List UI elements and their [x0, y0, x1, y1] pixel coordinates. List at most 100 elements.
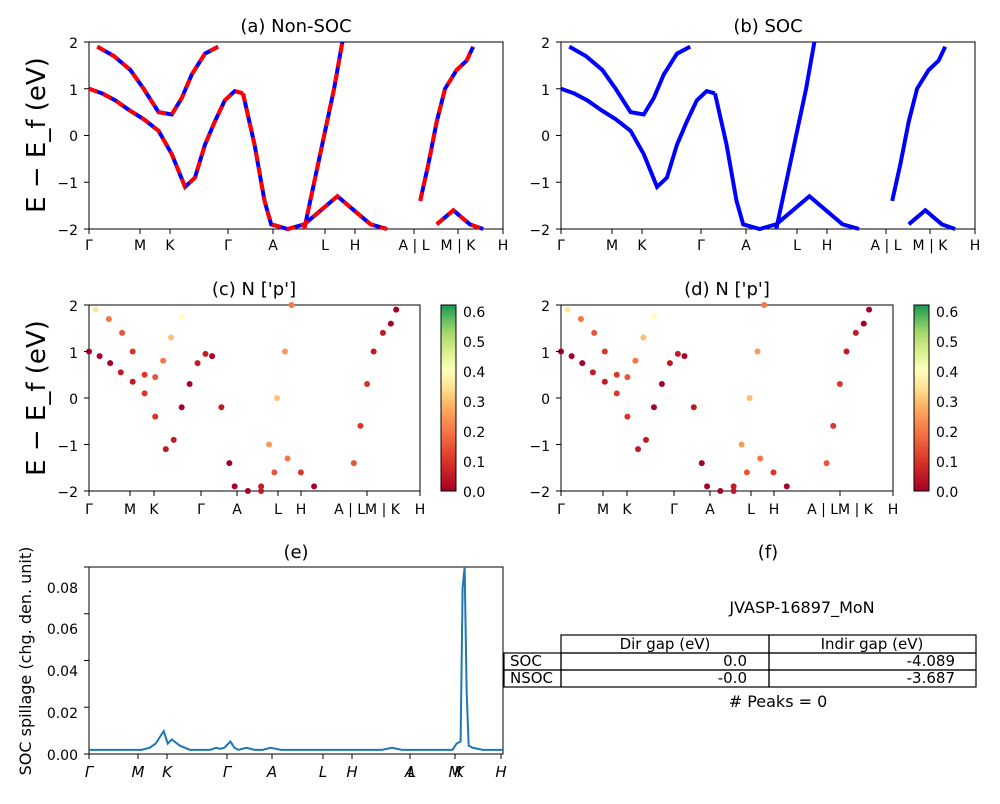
panel-c-ytick-m2: −2: [57, 485, 78, 501]
panel-c-point-2: [107, 360, 114, 367]
panel-a-yticks: 2 1 0 −1 −2: [57, 36, 78, 239]
panel-d-xtick-h: H: [769, 502, 780, 518]
panel-c-xtick-k: K: [149, 502, 159, 518]
panel-a-bands: [84, 41, 504, 234]
panel-b-ytick-m2: −2: [529, 223, 550, 239]
panel-d-point-8: [642, 436, 649, 443]
panel-d-xtick-a: A: [705, 502, 715, 518]
panel-d-ytick-2: 2: [541, 299, 550, 315]
panel-b-xtick-h: H: [822, 238, 833, 254]
panel-d-colorbar: [913, 304, 930, 492]
panel-e-xtick-k: K: [162, 763, 173, 781]
panel-d-point-4: [601, 378, 608, 385]
panel-f-title: JVASP-16897_MoN: [728, 598, 874, 618]
panel-a-xtick-al: A | L: [399, 238, 430, 254]
panel-d-xtick-h2: H: [888, 502, 899, 518]
panel-d-point-37: [823, 460, 830, 467]
panel-c-point-1: [96, 353, 103, 360]
panel-a-ytick-0: 0: [69, 129, 78, 145]
panel-c-ylabel: E − E_f (eV): [22, 320, 52, 476]
panel-e-title: (e): [283, 542, 308, 563]
panel-a-band-10: [418, 45, 476, 202]
panel-e-ytick-002: 0.02: [47, 706, 78, 722]
panel-c-point-42: [387, 320, 394, 327]
panel-c-cb-03: 0.3: [463, 395, 485, 411]
panel-f-label: (f): [758, 542, 778, 563]
panel-c-point-17: [244, 488, 251, 494]
panel-c-point-18: [258, 483, 265, 490]
panel-a-title: (a) Non-SOC: [240, 16, 351, 37]
panel-c-xtick-a: A: [232, 502, 242, 518]
panel-c-point-37: [350, 460, 357, 467]
table-row-nsoc-indir-cell: [768, 669, 977, 688]
panel-c-point-40: [370, 348, 377, 355]
panel-b-band-2: [568, 44, 692, 117]
panel-d-point-20: [757, 455, 764, 462]
panel-a-xtick-l: L: [321, 238, 329, 254]
panel-c-xtick-m: M: [124, 502, 136, 518]
panel-b-ytick-2: 2: [541, 36, 550, 52]
panel-c-point-15: [226, 460, 233, 467]
panel-d-point-16: [704, 483, 711, 490]
panel-e-yticks: 0.08 0.06 0.04 0.02 0.00: [47, 581, 78, 764]
panel-c-point-3: [117, 369, 124, 376]
panel-c-point-6: [152, 413, 159, 420]
panel-c-point-29: [160, 357, 167, 364]
panel-a-band-5: [96, 44, 220, 117]
panel-d-point-15: [698, 460, 705, 467]
panel-d-point-38: [830, 422, 837, 429]
panel-d-ytick-1: 1: [541, 346, 550, 362]
panel-d-point-22: [783, 483, 790, 490]
panel-d-point-31: [650, 313, 657, 320]
panel-d-point-34: [746, 395, 753, 401]
table-row-nsoc-dir: -0.0: [718, 669, 747, 687]
panel-a-band-6: [319, 193, 388, 231]
panel-c-point-31: [178, 313, 185, 320]
panel-d-ytick-m2: −2: [529, 485, 550, 501]
panel-d-frame: [560, 304, 894, 492]
panel-d-point-1: [568, 353, 575, 360]
panel-d-point-3: [589, 369, 596, 376]
panel-d-cb-04: 0.4: [936, 365, 958, 381]
panel-e-xtick-m: M: [132, 763, 145, 781]
panel-a-ytick-m1: −1: [57, 176, 78, 192]
panel-d-xtick-k: K: [622, 502, 632, 518]
panel-d-ytick-0: 0: [541, 392, 550, 408]
panel-c-point-28: [152, 374, 159, 381]
panel-b-frame: [560, 41, 976, 230]
panel-a-xtick-gamma2: Γ: [224, 238, 232, 254]
panel-a-ytick-2: 2: [69, 36, 78, 52]
panel-b-xtick-l: L: [793, 238, 801, 254]
panel-d-xtick-m: M: [597, 502, 609, 518]
panel-e-xtick-a2: A: [404, 763, 415, 781]
panel-d-cb-06: 0.6: [936, 305, 958, 321]
panel-b-band-3: [791, 193, 860, 231]
panel-c-point-43: [393, 306, 400, 313]
panel-c: (c) N ['p'] E − E_f (eV) 2 1 0 −1 −2 Γ M…: [22, 279, 485, 518]
panel-f: (f) JVASP-16897_MoN Dir gap (eV) Indir g…: [503, 542, 977, 711]
panel-a-xtick-mk: M | K: [441, 238, 477, 254]
panel-d-point-6: [624, 413, 631, 420]
panel-c-xtick-l: L: [274, 502, 282, 518]
panel-c-point-10: [186, 381, 193, 388]
panel-d-point-32: [730, 488, 737, 494]
panel-e-spillage-line: [89, 566, 503, 751]
panel-c-point-16: [231, 483, 238, 490]
panel-b-xtick-a: A: [741, 238, 751, 254]
panel-d-cb-05: 0.5: [936, 335, 958, 351]
panel-e-frame: [88, 566, 504, 755]
panel-d-point-33: [738, 441, 745, 448]
panel-e-xtick-a: A: [266, 763, 277, 781]
panel-c-point-33: [266, 441, 273, 448]
panel-e-xtick-m2: M: [449, 763, 462, 781]
panel-c-point-25: [119, 329, 126, 336]
panel-b-title: (b) SOC: [733, 16, 802, 37]
table-header-dir: Dir gap (eV): [620, 635, 711, 653]
panel-d-point-25: [591, 329, 598, 336]
panel-e-ytick-006: 0.06: [47, 622, 78, 638]
panel-c-cb-01: 0.1: [463, 455, 485, 471]
panel-e-xtick-l2: L: [408, 763, 416, 781]
panel-c-point-32: [258, 488, 265, 494]
panel-e-xtick-gamma: Γ: [85, 763, 95, 781]
